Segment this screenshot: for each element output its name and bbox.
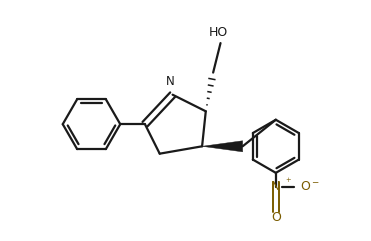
Text: O$^-$: O$^-$ xyxy=(300,180,320,193)
Text: N: N xyxy=(165,75,174,88)
Polygon shape xyxy=(202,141,243,152)
Text: O: O xyxy=(271,211,281,224)
Text: $^+$: $^+$ xyxy=(284,177,292,187)
Text: HO: HO xyxy=(209,26,228,39)
Text: N: N xyxy=(271,180,280,193)
